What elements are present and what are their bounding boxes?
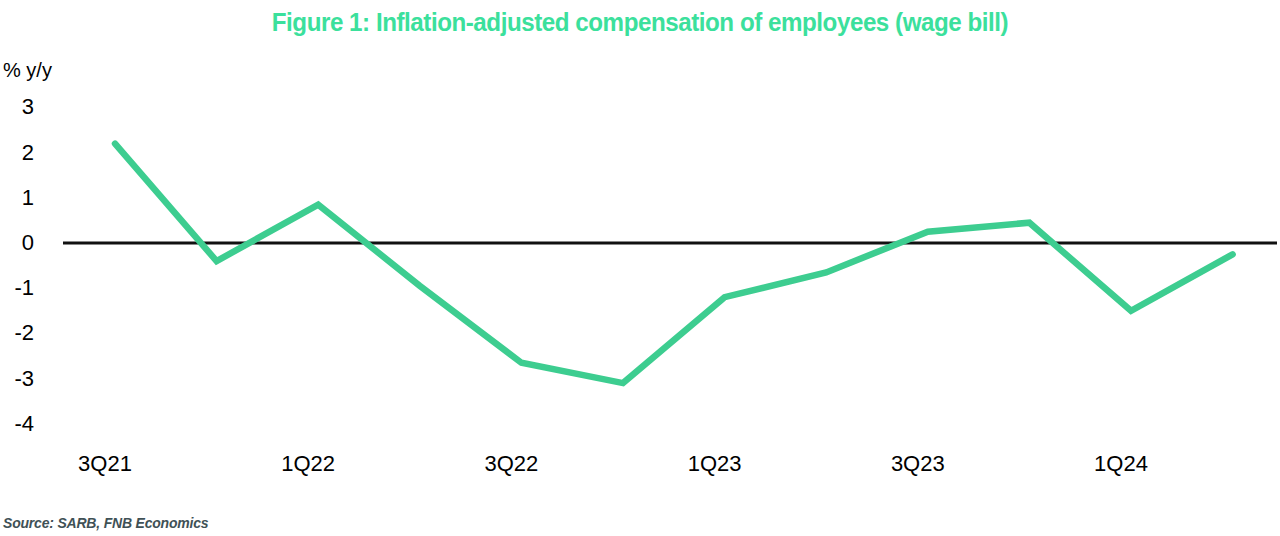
y-tick-label: -2 [0, 320, 34, 346]
x-tick-label: 3Q23 [868, 451, 968, 477]
line-series [115, 144, 1233, 384]
y-tick-label: -3 [0, 366, 34, 392]
x-tick-label: 3Q21 [55, 451, 155, 477]
x-tick-label: 3Q22 [461, 451, 561, 477]
chart-figure: Figure 1: Inflation-adjusted compensatio… [0, 0, 1280, 536]
y-tick-label: -4 [0, 411, 34, 437]
x-tick-label: 1Q23 [665, 451, 765, 477]
y-tick-label: -1 [0, 275, 34, 301]
y-tick-label: 0 [0, 230, 34, 256]
x-tick-label: 1Q22 [258, 451, 358, 477]
source-note: Source: SARB, FNB Economics [3, 515, 208, 531]
y-tick-label: 3 [0, 94, 34, 120]
y-tick-label: 2 [0, 140, 34, 166]
x-tick-label: 1Q24 [1071, 451, 1171, 477]
y-tick-label: 1 [0, 185, 34, 211]
